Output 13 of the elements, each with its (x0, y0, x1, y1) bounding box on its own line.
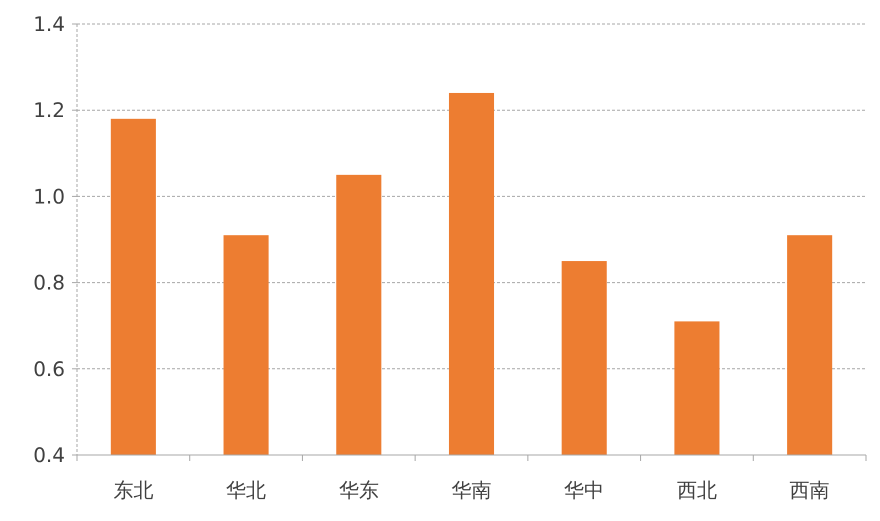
x-tick-label: 东北 (113, 478, 154, 502)
x-tick-label: 西北 (676, 478, 717, 502)
x-tick-label: 华中 (564, 478, 604, 502)
y-tick-label: 1.0 (33, 184, 65, 208)
x-tick-label: 华南 (452, 478, 492, 502)
y-tick-label: 1.2 (33, 98, 65, 122)
x-tick-label: 华东 (338, 478, 379, 502)
y-tick-label: 1.4 (33, 12, 65, 36)
y-tick-label: 0.4 (33, 443, 65, 467)
x-tick-label: 华北 (226, 478, 266, 502)
y-tick-label: 0.6 (33, 356, 65, 381)
y-tick-label: 0.8 (33, 270, 65, 295)
x-tick-label: 西南 (790, 478, 830, 502)
